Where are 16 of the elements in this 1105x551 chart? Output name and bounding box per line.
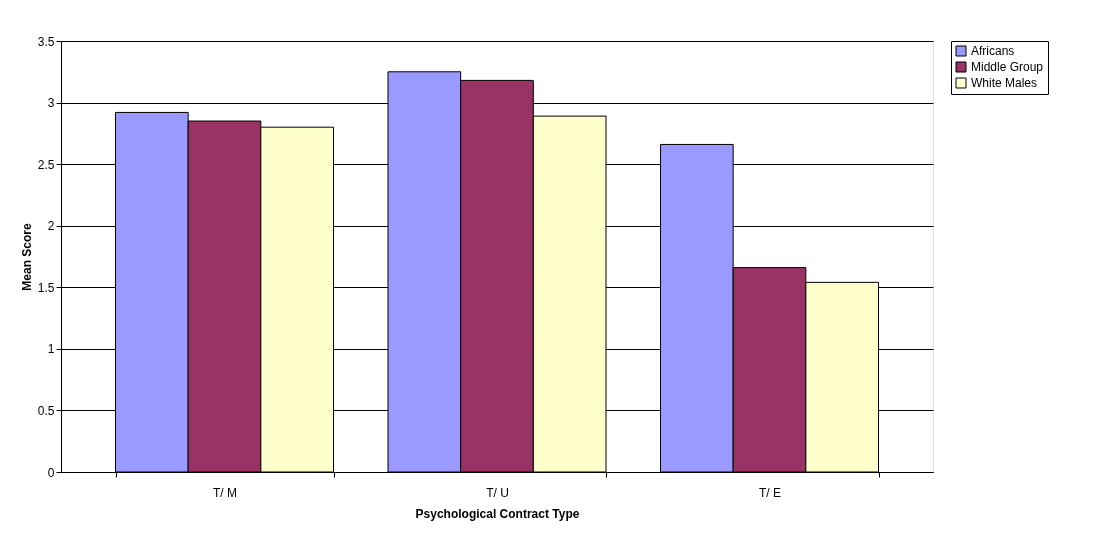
x-axis-title: Psychological Contract Type <box>415 506 580 521</box>
legend-label: Africans <box>971 44 1015 58</box>
y-tick-label: 0 <box>47 465 55 480</box>
y-tick-label: 1.5 <box>37 280 55 295</box>
y-tick-label: 1 <box>47 342 55 357</box>
x-tick-label: T/ U <box>486 485 509 500</box>
y-axis-title: Mean Score <box>19 222 34 291</box>
y-tick-label: 3.5 <box>37 34 55 49</box>
y-tick-label: 2 <box>47 219 55 234</box>
x-tick-label: T/ E <box>758 485 782 500</box>
legend-label: White Males <box>971 76 1038 90</box>
y-tick-label: 3 <box>47 96 55 111</box>
y-tick-label: 0.5 <box>37 403 55 418</box>
legend-label: Middle Group <box>971 60 1044 74</box>
x-tick-label: T/ M <box>213 485 237 500</box>
y-tick-label: 2.5 <box>37 157 55 172</box>
